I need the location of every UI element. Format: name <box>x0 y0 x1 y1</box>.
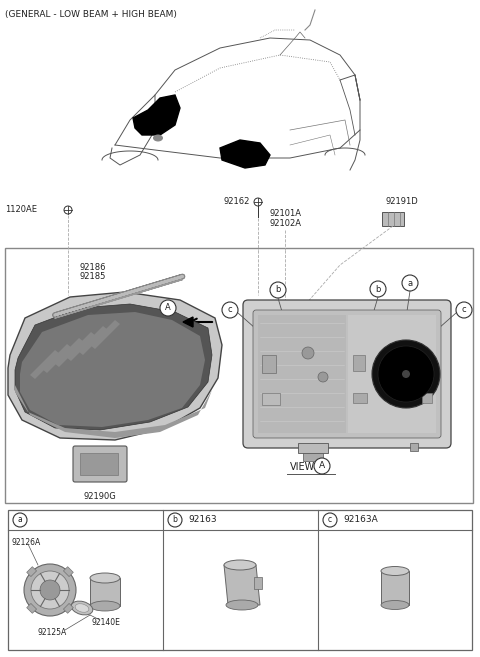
Text: 92126A: 92126A <box>12 538 41 547</box>
Circle shape <box>402 370 410 378</box>
Circle shape <box>222 302 238 318</box>
Text: c: c <box>462 306 466 315</box>
Circle shape <box>168 513 182 527</box>
Bar <box>262 355 276 373</box>
Ellipse shape <box>226 600 258 610</box>
FancyBboxPatch shape <box>243 300 451 448</box>
Circle shape <box>31 571 69 609</box>
Bar <box>303 453 323 461</box>
Bar <box>422 393 432 403</box>
Circle shape <box>318 372 328 382</box>
Text: 92140E: 92140E <box>92 618 121 627</box>
Bar <box>80 453 118 475</box>
Text: A: A <box>319 461 325 470</box>
Circle shape <box>160 300 176 316</box>
Text: a: a <box>18 516 23 524</box>
Circle shape <box>370 281 386 297</box>
Ellipse shape <box>381 600 409 610</box>
Bar <box>262 393 280 405</box>
Polygon shape <box>15 304 212 430</box>
Polygon shape <box>220 140 270 168</box>
Circle shape <box>24 564 76 616</box>
Polygon shape <box>42 344 72 373</box>
Ellipse shape <box>224 560 256 570</box>
Bar <box>5 248 473 503</box>
Text: 92102A: 92102A <box>270 219 302 227</box>
Bar <box>27 567 36 577</box>
Text: 92190G: 92190G <box>84 492 116 501</box>
Bar <box>63 603 73 614</box>
Polygon shape <box>20 312 205 427</box>
Bar <box>63 567 73 577</box>
Text: (GENERAL - LOW BEAM + HIGH BEAM): (GENERAL - LOW BEAM + HIGH BEAM) <box>5 10 177 19</box>
Text: 92191D: 92191D <box>385 198 418 206</box>
Text: 92185: 92185 <box>80 272 107 281</box>
Bar <box>8 510 472 650</box>
Text: b: b <box>375 284 381 294</box>
Polygon shape <box>15 385 212 438</box>
Bar <box>353 393 367 403</box>
Ellipse shape <box>90 601 120 611</box>
Polygon shape <box>224 565 260 605</box>
Text: 92163A: 92163A <box>343 516 378 524</box>
FancyBboxPatch shape <box>73 446 127 482</box>
Polygon shape <box>90 578 120 606</box>
Circle shape <box>302 347 314 359</box>
Circle shape <box>456 302 472 318</box>
Ellipse shape <box>153 135 163 141</box>
Ellipse shape <box>71 601 93 615</box>
Text: A: A <box>165 304 171 313</box>
FancyBboxPatch shape <box>382 212 404 226</box>
Polygon shape <box>133 95 180 135</box>
Bar <box>410 443 418 451</box>
FancyBboxPatch shape <box>253 310 441 438</box>
Ellipse shape <box>90 573 120 583</box>
Circle shape <box>314 458 330 474</box>
Text: VIEW: VIEW <box>290 462 315 472</box>
Text: 92125A: 92125A <box>38 628 67 637</box>
Text: c: c <box>228 306 232 315</box>
FancyBboxPatch shape <box>258 315 346 433</box>
Circle shape <box>378 346 434 402</box>
Polygon shape <box>54 338 84 367</box>
Polygon shape <box>30 350 60 379</box>
Text: 1120AE: 1120AE <box>5 206 37 214</box>
Bar <box>298 443 328 453</box>
Circle shape <box>323 513 337 527</box>
Text: c: c <box>328 516 332 524</box>
Bar <box>254 577 262 589</box>
FancyBboxPatch shape <box>348 315 436 433</box>
Ellipse shape <box>75 604 89 612</box>
Circle shape <box>270 282 286 298</box>
Bar <box>353 355 365 371</box>
Bar <box>27 603 36 614</box>
Text: b: b <box>276 286 281 294</box>
Polygon shape <box>8 292 222 440</box>
Circle shape <box>13 513 27 527</box>
Circle shape <box>402 275 418 291</box>
Polygon shape <box>183 317 193 327</box>
Ellipse shape <box>381 566 409 576</box>
Polygon shape <box>90 320 120 349</box>
Text: 92163: 92163 <box>188 516 216 524</box>
Text: 92162: 92162 <box>223 198 250 206</box>
Text: 92186: 92186 <box>80 263 107 272</box>
Circle shape <box>372 340 440 408</box>
Text: 92101A: 92101A <box>270 210 302 219</box>
Polygon shape <box>381 571 409 605</box>
Polygon shape <box>66 332 96 361</box>
Text: a: a <box>408 279 413 288</box>
Circle shape <box>40 580 60 600</box>
Polygon shape <box>78 326 108 355</box>
Text: b: b <box>173 516 178 524</box>
